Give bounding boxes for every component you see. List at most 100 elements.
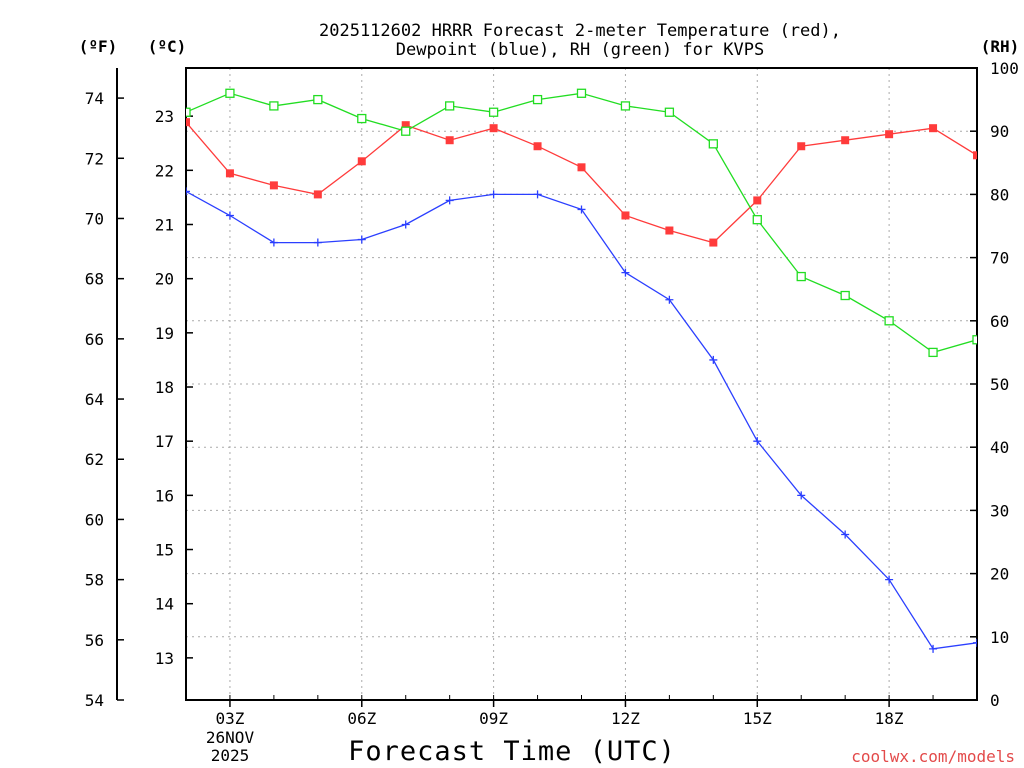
dewpoint-point <box>357 235 366 244</box>
date-label-year: 2025 <box>211 746 250 765</box>
temperature-point <box>709 238 718 247</box>
celsius-tick-label: 20 <box>155 270 174 289</box>
fahrenheit-tick-label: 58 <box>85 571 104 590</box>
temperature-point <box>357 157 366 166</box>
rh-point <box>401 126 411 136</box>
celsius-tick-label: 14 <box>155 595 174 614</box>
rh-point <box>884 316 894 326</box>
rh-point <box>664 107 675 117</box>
fahrenheit-tick-label: 54 <box>85 691 104 710</box>
celsius-tick-label: 23 <box>155 107 174 126</box>
dewpoint-point <box>753 437 762 446</box>
rh-tick-label: 90 <box>990 122 1009 141</box>
temperature-point <box>621 211 630 220</box>
x-tick-label: 18Z <box>875 709 904 728</box>
rh-point <box>620 101 631 111</box>
dewpoint-point <box>225 211 234 220</box>
fahrenheit-tick-label: 62 <box>85 450 104 469</box>
temperature-point <box>929 124 938 133</box>
rh-point <box>576 88 587 98</box>
temperature-point <box>665 226 674 235</box>
dewpoint-point <box>269 238 278 247</box>
rh-point <box>532 94 543 105</box>
dewpoint-point <box>577 205 586 214</box>
temperature-point <box>186 118 190 127</box>
temperature-point <box>973 151 977 160</box>
rh-point <box>752 215 762 225</box>
temperature-point <box>225 169 234 178</box>
fahrenheit-tick-label: 66 <box>85 330 104 349</box>
dewpoint-point <box>489 190 498 199</box>
fahrenheit-tick-label: 70 <box>85 209 104 228</box>
x-tick-label: 15Z <box>743 709 772 728</box>
dewpoint-point <box>973 638 977 647</box>
data-series <box>186 88 977 653</box>
fahrenheit-tick-label: 56 <box>85 631 104 650</box>
celsius-tick-label: 21 <box>155 215 174 234</box>
rh-point <box>225 88 235 98</box>
rh-point <box>445 101 455 111</box>
temperature-point <box>445 136 454 145</box>
date-label-day: 26NOV <box>206 728 255 747</box>
celsius-tick-label: 22 <box>155 161 174 180</box>
rh-point <box>488 107 499 117</box>
rh-tick-label: 100 <box>990 59 1019 78</box>
fahrenheit-axis-header: (ºF) <box>79 37 118 56</box>
celsius-tick-label: 17 <box>155 432 174 451</box>
x-tick-label: 03Z <box>215 709 244 728</box>
chart-title-line1: 2025112602 HRRR Forecast 2-meter Tempera… <box>319 21 841 41</box>
celsius-tick-label: 16 <box>155 486 174 505</box>
rh-tick-label: 80 <box>990 185 1009 204</box>
temperature-point <box>269 181 278 190</box>
dewpoint-point <box>445 196 454 205</box>
rh-point <box>708 139 718 149</box>
rh-point <box>269 101 279 111</box>
x-axis-title: Forecast Time (UTC) <box>348 736 676 767</box>
celsius-tick-label: 15 <box>155 541 174 560</box>
dewpoint-point <box>186 187 190 196</box>
dewpoint-point <box>709 355 718 364</box>
fahrenheit-tick-label: 68 <box>85 270 104 289</box>
celsius-tick-label: 13 <box>155 649 174 668</box>
x-tick-label: 12Z <box>611 709 640 728</box>
chart-title-line2: Dewpoint (blue), RH (green) for KVPS <box>396 40 764 60</box>
dewpoint-point <box>929 644 938 653</box>
temperature-point <box>577 163 586 172</box>
dewpoint-point <box>533 190 542 199</box>
rh-tick-label: 30 <box>990 501 1009 520</box>
temperature-line <box>186 121 977 244</box>
temperature-point <box>753 196 762 205</box>
celsius-axis-header: (ºC) <box>148 37 187 56</box>
rh-axis-header: (RH) <box>981 37 1020 56</box>
temperature-point <box>797 142 806 151</box>
dewpoint-point <box>401 220 410 229</box>
axes: 54 56 58 60 62 64 66 68 70 72 74 13 14 15 16 17 18 19 20 21… <box>85 59 1019 728</box>
rh-point <box>840 290 850 301</box>
fahrenheit-tick-label: 74 <box>85 89 104 108</box>
rh-point <box>357 113 367 124</box>
temperature-point <box>313 190 322 199</box>
rh-point <box>928 347 938 358</box>
fahrenheit-tick-label: 64 <box>85 390 104 409</box>
rh-tick-label: 50 <box>990 375 1009 394</box>
x-tick-label: 09Z <box>479 709 508 728</box>
series-clip-group <box>186 88 977 653</box>
grid-lines <box>186 68 977 700</box>
watermark: coolwx.com/models <box>851 747 1015 766</box>
x-tick-label: 06Z <box>347 709 376 728</box>
celsius-tick-label: 19 <box>155 324 174 343</box>
temperature-point <box>489 124 498 133</box>
temperature-point <box>841 136 850 145</box>
dewpoint-point <box>841 530 850 539</box>
rh-point <box>186 107 191 117</box>
dewpoint-point <box>885 575 894 584</box>
celsius-tick-label: 18 <box>155 378 174 397</box>
rh-tick-label: 70 <box>990 249 1009 268</box>
temperature-point <box>885 130 894 139</box>
rh-tick-label: 10 <box>990 628 1009 647</box>
rh-point <box>313 94 323 105</box>
rh-line <box>186 92 977 354</box>
fahrenheit-tick-label: 72 <box>85 149 104 168</box>
rh-point <box>796 271 806 282</box>
temperature-point <box>533 142 542 151</box>
